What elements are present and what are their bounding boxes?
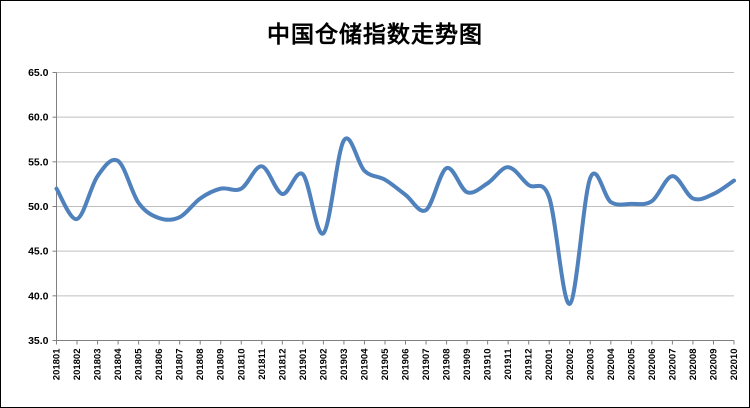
x-axis-label: 201901: [298, 348, 309, 380]
x-axis-label: 202007: [667, 349, 678, 381]
x-axis-label: 202001: [544, 348, 555, 380]
y-axis-label: 60.0: [28, 112, 49, 124]
x-axis-label: 202006: [647, 349, 658, 381]
x-axis-label: 201801: [52, 348, 63, 380]
x-axis-label: 201802: [72, 349, 83, 381]
x-axis-label: 201805: [134, 348, 145, 380]
y-axis-label: 40.0: [28, 290, 49, 302]
x-axis-label: 201808: [195, 349, 206, 381]
x-axis-label: 201909: [462, 349, 473, 381]
x-axis-label: 201803: [93, 349, 104, 381]
x-axis-label: 201906: [401, 349, 412, 381]
x-axis-label: 201908: [442, 349, 453, 381]
x-axis-label: 202002: [565, 349, 576, 381]
x-axis-label: 201904: [359, 348, 370, 380]
y-axis-label: 55.0: [28, 156, 49, 168]
y-axis-label: 65.0: [28, 67, 49, 79]
x-axis-label: 202009: [708, 349, 719, 381]
chart-title: 中国仓储指数走势图: [267, 21, 483, 47]
x-axis-label: 201810: [236, 349, 247, 381]
x-axis-label: 202004: [606, 348, 617, 380]
x-axis-label: 201812: [277, 349, 288, 381]
index-trend-line: [54, 136, 736, 306]
x-axis-label: 201910: [483, 349, 494, 381]
y-axis-label: 50.0: [28, 201, 49, 213]
x-axis-label: 202008: [688, 349, 699, 381]
x-axis-label: 201902: [318, 349, 329, 381]
x-axis-label: 201905: [380, 348, 391, 380]
y-axis-label: 45.0: [28, 246, 49, 258]
x-axis-label: 202003: [585, 349, 596, 381]
x-axis-label: 201807: [175, 349, 186, 381]
x-axis-label: 201804: [113, 348, 124, 380]
x-axis-label: 201907: [421, 349, 432, 381]
x-axis-label: 201809: [216, 349, 227, 381]
x-axis-label: 201912: [524, 349, 535, 381]
x-axis-label: 202005: [626, 348, 637, 380]
x-axis-label: 201911: [503, 348, 514, 380]
y-axis-label: 35.0: [28, 335, 49, 347]
x-axis-label: 201903: [339, 349, 350, 381]
x-axis-label: 201811: [257, 348, 268, 380]
x-axis-label: 201806: [154, 349, 165, 381]
x-axis-label: 202010: [729, 349, 740, 381]
